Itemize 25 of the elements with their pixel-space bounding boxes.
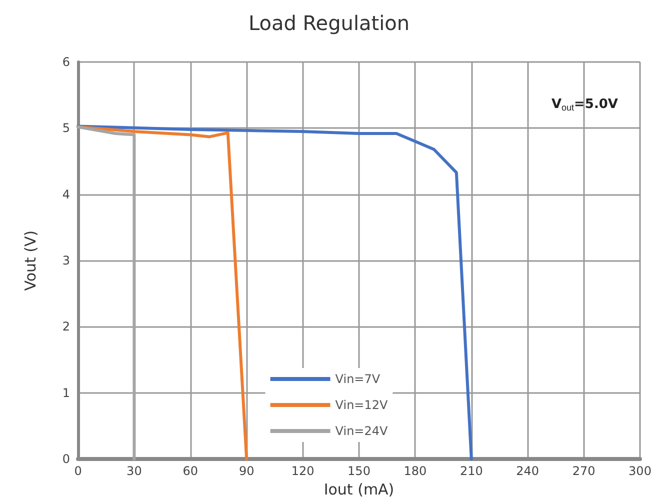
- x-tick-label: 270: [572, 464, 596, 478]
- x-tick-label: 0: [74, 464, 82, 478]
- y-tick-label: 4: [62, 187, 70, 202]
- line-series: [76, 124, 473, 461]
- legend-label: Vin=24V: [335, 424, 388, 438]
- y-tick-label: 5: [62, 121, 70, 136]
- x-tick-label: 300: [628, 464, 652, 478]
- x-tick-label: 210: [460, 464, 483, 478]
- y-tick-label: 2: [62, 320, 70, 334]
- x-tick-label: 120: [291, 464, 314, 478]
- x-tick-label: 150: [348, 464, 370, 478]
- chart-title: Load Regulation: [248, 11, 410, 35]
- y-axis-title: Vout (V): [22, 230, 40, 291]
- y-tick-label: 0: [62, 452, 70, 466]
- y-tick-label: 3: [62, 254, 70, 268]
- y-tick-label: 6: [62, 55, 70, 69]
- y-tick-label: 1: [62, 386, 70, 400]
- x-axis-title: Iout (mA): [324, 480, 394, 498]
- x-tick-label: 180: [404, 464, 427, 478]
- x-tick-label: 90: [238, 464, 254, 478]
- x-tick-label: 30: [126, 464, 142, 478]
- legend-label: Vin=12V: [335, 398, 388, 412]
- x-tick-label: 60: [182, 464, 198, 478]
- legend-label: Vin=7V: [335, 372, 381, 386]
- x-tick-label: 240: [516, 464, 540, 478]
